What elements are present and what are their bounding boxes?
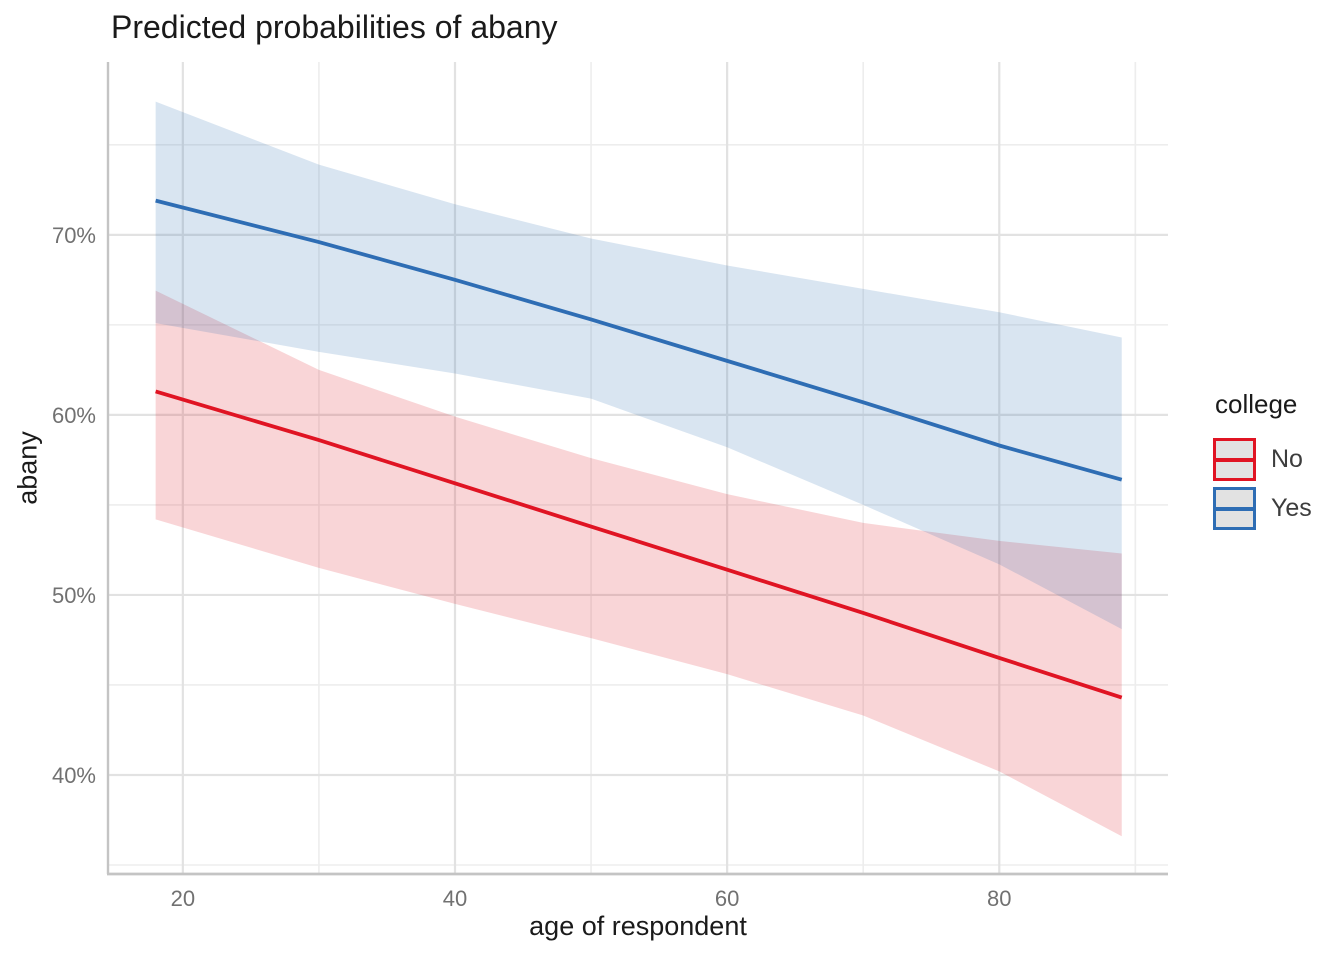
x-tick-label: 80 <box>987 886 1011 911</box>
legend-item-no: No <box>1213 438 1312 481</box>
x-tick-label: 20 <box>171 886 195 911</box>
trend-line-yes <box>155 198 1123 482</box>
legend-item-yes: Yes <box>1213 487 1312 530</box>
legend: college No Yes <box>1213 389 1312 536</box>
legend-label-yes: Yes <box>1271 494 1312 522</box>
legend-title: college <box>1215 389 1298 419</box>
red-line-swatch-icon <box>1216 457 1253 462</box>
ci-ribbon-yes <box>155 101 1122 630</box>
y-tick-label: 50% <box>52 583 96 608</box>
blue-line-swatch-icon <box>1216 506 1253 511</box>
legend-label-no: No <box>1271 445 1303 473</box>
x-axis-title: age of respondent <box>529 911 747 941</box>
plot-title: Predicted probabilities of abany <box>111 9 558 45</box>
legend-key-yes-icon <box>1213 487 1256 530</box>
x-tick-label: 40 <box>443 886 467 911</box>
y-tick-label: 40% <box>52 763 96 788</box>
y-axis-title: abany <box>12 431 43 505</box>
legend-key-no-icon <box>1213 438 1256 481</box>
ci-ribbon-no <box>155 290 1122 837</box>
x-tick-label: 60 <box>715 886 739 911</box>
y-tick-label: 70% <box>52 223 96 248</box>
y-tick-label: 60% <box>52 403 96 428</box>
trend-line-no <box>155 389 1123 700</box>
